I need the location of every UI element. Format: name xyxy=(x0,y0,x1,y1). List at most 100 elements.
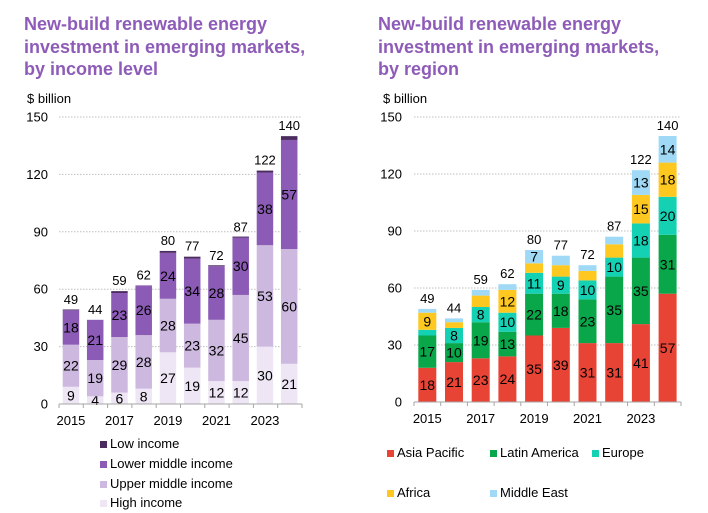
bar-segment xyxy=(280,249,298,364)
segment-label: 39 xyxy=(553,357,569,373)
legend-label: Latin America xyxy=(500,445,579,460)
bar-segment xyxy=(62,344,80,387)
y-tick-label: 120 xyxy=(26,167,48,182)
total-label: 49 xyxy=(420,291,434,306)
bar-segment xyxy=(551,327,570,402)
segment-label: 53 xyxy=(257,288,273,304)
bar-segment xyxy=(62,310,80,345)
bar-segment xyxy=(256,170,274,173)
segment-label: 10 xyxy=(580,282,596,298)
bar-segment xyxy=(183,256,201,259)
bar-segment xyxy=(498,356,517,402)
region-chart-y-unit: $ billion xyxy=(383,91,428,106)
legend-label: Africa xyxy=(397,485,431,500)
legend-item-upper-middle-income: Upper middle income xyxy=(100,476,233,492)
segment-label: 18 xyxy=(420,377,436,393)
segment-label: 10 xyxy=(500,314,516,330)
x-tick-label: 2019 xyxy=(153,413,182,428)
segment-label: 13 xyxy=(633,175,649,191)
segment-label: 12 xyxy=(500,293,516,309)
bar-segment xyxy=(183,258,201,324)
legend-label: Lower middle income xyxy=(110,456,233,471)
segment-label: 31 xyxy=(606,365,622,381)
segment-label: 23 xyxy=(184,338,200,354)
bar-segment xyxy=(208,266,225,320)
legend-swatch-upper-middle-income xyxy=(100,480,107,488)
total-label: 87 xyxy=(233,220,247,235)
bar-segment xyxy=(631,257,650,325)
x-tick-label: 2021 xyxy=(573,411,602,426)
legend-item-europe: Europe xyxy=(592,445,644,461)
bar-segment xyxy=(256,346,274,404)
income-chart-title-line-1: New-build renewable energy xyxy=(24,14,268,34)
total-label: 72 xyxy=(580,247,594,262)
bar-segment xyxy=(183,323,201,368)
bar-segment xyxy=(605,236,624,245)
segment-label: 28 xyxy=(136,354,152,370)
bar-segment xyxy=(183,367,201,404)
bar-segment xyxy=(418,335,437,368)
bar-segment xyxy=(418,308,437,313)
region-chart-title: New-build renewable energy investment in… xyxy=(378,13,659,81)
total-label: 62 xyxy=(500,266,514,281)
segment-label: 9 xyxy=(557,277,565,293)
bar-segment xyxy=(159,298,177,353)
bar-segment xyxy=(631,223,650,258)
total-label: 122 xyxy=(254,153,276,168)
segment-label: 30 xyxy=(233,258,249,274)
legend-swatch-high-income xyxy=(100,499,107,507)
legend-label: Europe xyxy=(602,445,644,460)
bar-segment xyxy=(256,172,274,246)
legend-swatch-europe xyxy=(592,449,599,457)
bar-segment xyxy=(578,265,597,271)
bar-segment xyxy=(418,312,437,330)
bar-segment xyxy=(525,293,544,336)
bar-segment xyxy=(658,234,677,294)
x-tick-label: 2019 xyxy=(520,411,549,426)
segment-label: 19 xyxy=(87,370,103,386)
total-label: 44 xyxy=(447,300,461,315)
legend-swatch-lower-middle-income xyxy=(100,460,107,468)
bar-segment xyxy=(551,255,570,266)
bar-segment xyxy=(498,289,517,313)
bar-segment xyxy=(498,312,517,332)
bar-segment xyxy=(232,381,249,404)
bar-segment xyxy=(551,265,570,277)
legend-swatch-latin-america xyxy=(490,449,497,457)
bar-segment xyxy=(280,363,298,404)
segment-label: 14 xyxy=(660,141,676,157)
bar-segment xyxy=(658,293,677,402)
income-chart-title: New-build renewable energy investment in… xyxy=(24,13,305,81)
bar-segment xyxy=(658,136,677,163)
bar-segment xyxy=(280,136,298,140)
bar-segment xyxy=(62,386,80,404)
total-label: 59 xyxy=(112,273,126,288)
legend-label: Middle East xyxy=(500,485,568,500)
total-label: 59 xyxy=(473,272,487,287)
y-tick-label: 30 xyxy=(34,339,48,354)
legend-item-lower-middle-income: Lower middle income xyxy=(100,456,233,472)
segment-label: 21 xyxy=(281,376,297,392)
segment-label: 13 xyxy=(500,336,516,352)
y-tick-label: 150 xyxy=(380,110,402,125)
bar-segment xyxy=(135,285,152,336)
y-tick-label: 120 xyxy=(380,167,402,182)
y-tick-label: 0 xyxy=(395,395,402,410)
legend-item-asia-pacific: Asia Pacific xyxy=(387,445,464,461)
region-chart-title-line-3: by region xyxy=(378,59,460,79)
bar-segment xyxy=(445,343,463,363)
bar-segment xyxy=(578,280,597,300)
segment-label: 6 xyxy=(116,390,124,406)
segment-label: 28 xyxy=(160,318,176,334)
legend-item-africa: Africa xyxy=(387,485,430,501)
bar-segment xyxy=(578,343,597,402)
bar-segment xyxy=(135,335,152,389)
segment-label: 27 xyxy=(160,370,176,386)
income-chart-title-line-2: investment in emerging markets, xyxy=(24,36,306,57)
segment-label: 35 xyxy=(526,361,542,377)
bar-segment xyxy=(445,322,463,328)
legend-label: Upper middle income xyxy=(110,476,233,491)
x-tick-label: 2023 xyxy=(626,411,655,426)
segment-label: 15 xyxy=(633,201,649,217)
